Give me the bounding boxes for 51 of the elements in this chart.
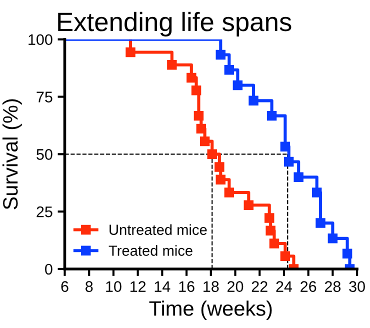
point — [224, 65, 234, 75]
y-tick-label: 75 — [36, 92, 52, 102]
x-tick-label: 20 — [228, 281, 244, 292]
point — [186, 72, 196, 83]
point — [328, 234, 338, 244]
point — [207, 149, 217, 160]
point — [200, 136, 210, 146]
x-tick-label: 22 — [252, 281, 268, 292]
y-tick-label: 0 — [45, 264, 52, 275]
y-tick-label: 25 — [36, 206, 52, 218]
point — [266, 110, 277, 121]
point — [269, 238, 280, 248]
x-tick-label: 18 — [204, 281, 219, 292]
point — [214, 162, 224, 172]
y-axis-title: Survival (%) — [2, 99, 22, 210]
x-tick-label: 30 — [349, 281, 365, 292]
x-tick-label: 10 — [106, 281, 122, 292]
point — [224, 188, 234, 198]
point — [312, 188, 322, 198]
x-tick-label: 24 — [276, 281, 292, 292]
point — [216, 50, 226, 60]
y-tick-label: 50 — [36, 149, 52, 160]
point — [294, 172, 304, 182]
point — [342, 248, 352, 258]
x-tick-label: 26 — [300, 281, 316, 292]
point — [126, 47, 136, 58]
point — [196, 124, 206, 134]
point — [244, 200, 254, 210]
legend-label: Untreated mice — [110, 224, 207, 235]
legend-label: Treated mice — [108, 245, 192, 256]
point — [284, 156, 294, 167]
y-tick-label: 100 — [28, 34, 52, 46]
x-tick-label: 16 — [179, 281, 194, 292]
point — [316, 218, 326, 228]
x-tick-label: 6 — [61, 281, 68, 292]
point — [216, 174, 226, 185]
point — [280, 251, 290, 261]
point — [194, 110, 204, 121]
point — [167, 60, 177, 70]
x-tick-label: 12 — [130, 281, 146, 292]
x-axis-title: Time (weeks) — [149, 300, 272, 320]
x-tick-label: 8 — [86, 281, 93, 292]
point — [191, 85, 202, 96]
chart-title: Extending life spans — [58, 12, 292, 36]
point — [232, 80, 243, 90]
point — [248, 96, 258, 106]
x-tick-label: 14 — [154, 281, 170, 292]
point — [266, 226, 276, 236]
x-tick-label: 28 — [324, 281, 341, 292]
point — [280, 142, 290, 152]
point — [264, 213, 274, 223]
